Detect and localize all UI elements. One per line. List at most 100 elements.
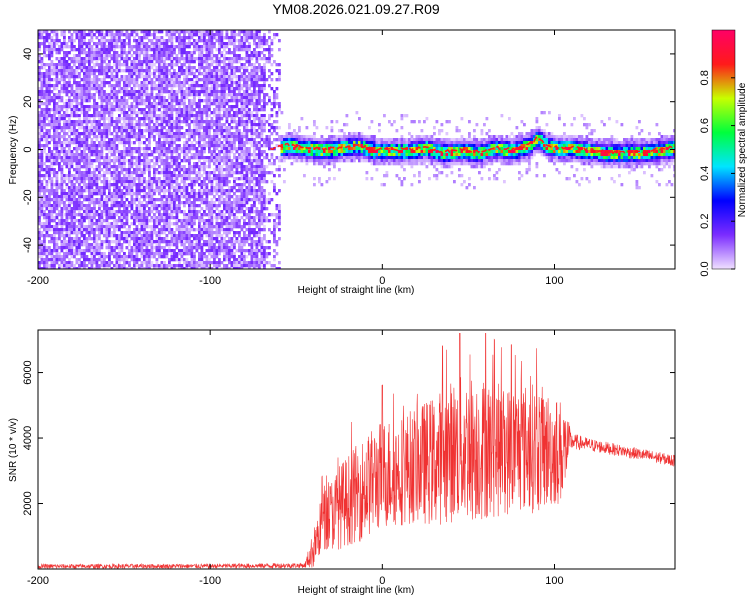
heatmap-cell: [163, 126, 166, 130]
heatmap-cell: [208, 66, 211, 70]
heatmap-cell: [158, 129, 161, 133]
heatmap-cell: [130, 114, 134, 118]
heatmap-cell: [48, 51, 51, 55]
heatmap-cell: [158, 198, 161, 202]
heatmap-cell: [78, 174, 81, 178]
heatmap-cell: [220, 177, 224, 181]
heatmap-cell: [110, 171, 114, 175]
heatmap-cell: [40, 60, 44, 64]
heatmap-cell: [48, 48, 51, 52]
heatmap-cell: [50, 213, 54, 217]
heatmap-cell: [133, 87, 136, 91]
heatmap-cell: [158, 117, 161, 121]
heatmap-cell: [160, 123, 164, 127]
heatmap-cell: [205, 69, 209, 73]
heatmap-cell: [198, 36, 201, 40]
heatmap-cell: [168, 141, 171, 145]
heatmap-cell: [125, 234, 129, 238]
heatmap-cell: [170, 252, 174, 256]
heatmap-cell: [163, 141, 166, 145]
heatmap-cell: [155, 51, 159, 55]
heatmap-cell: [213, 60, 216, 64]
heatmap-cell: [63, 147, 66, 151]
heatmap-cell: [145, 84, 149, 88]
heatmap-cell: [180, 84, 184, 88]
heatmap-cell: [45, 195, 49, 199]
heatmap-cell: [48, 156, 51, 160]
heatmap-cell: [95, 264, 99, 268]
heatmap-cell: [165, 162, 169, 166]
heatmap-cell: [133, 255, 136, 259]
heatmap-cell: [50, 96, 54, 100]
heatmap-cell: [178, 156, 181, 160]
heatmap-cell: [100, 105, 104, 109]
heatmap-cell: [80, 63, 84, 67]
heatmap-cell: [73, 69, 76, 73]
heatmap-cell: [230, 30, 234, 34]
heatmap-cell: [38, 69, 41, 73]
heatmap-cell: [148, 210, 151, 214]
heatmap-cell: [53, 129, 56, 133]
heatmap-cell: [170, 255, 174, 259]
heatmap-cell: [38, 54, 41, 58]
heatmap-cell: [100, 33, 104, 37]
heatmap-cell: [180, 231, 184, 235]
heatmap-cell: [123, 78, 126, 82]
heatmap-cell: [185, 105, 189, 109]
heatmap-cell: [53, 135, 56, 139]
heatmap-cell: [195, 216, 199, 220]
heatmap-cell: [225, 216, 229, 220]
heatmap-cell: [58, 165, 61, 169]
heatmap-cell: [48, 258, 51, 262]
heatmap-cell: [83, 39, 86, 43]
heatmap-cell: [108, 207, 111, 211]
heatmap-cell: [230, 126, 234, 130]
heatmap-cell: [90, 159, 94, 163]
heatmap-cell: [98, 171, 101, 175]
heatmap-cell: [153, 138, 156, 142]
heatmap-cell: [140, 243, 144, 247]
heatmap-cell: [50, 237, 54, 241]
heatmap-cell: [208, 87, 211, 91]
heatmap-cell: [168, 30, 171, 34]
heatmap-cell: [98, 198, 101, 202]
heatmap-cell: [80, 93, 84, 97]
heatmap-cell: [83, 264, 86, 268]
heatmap-cell: [70, 99, 74, 103]
heatmap-cell: [203, 189, 206, 193]
heatmap-cell: [175, 237, 179, 241]
heatmap-cell: [145, 162, 149, 166]
heatmap-cell: [168, 144, 171, 148]
heatmap-cell: [210, 234, 214, 238]
heatmap-cell: [120, 153, 124, 157]
heatmap-cell: [85, 132, 89, 136]
heatmap-cell: [185, 237, 189, 241]
heatmap-cell: [223, 93, 226, 97]
heatmap-cell: [150, 237, 154, 241]
heatmap-cell: [63, 90, 66, 94]
heatmap-cell: [230, 135, 234, 139]
heatmap-cell: [230, 213, 234, 217]
heatmap-cell: [85, 186, 89, 190]
heatmap-cell: [85, 171, 89, 175]
heatmap-cell: [45, 96, 49, 100]
heatmap-cell: [123, 57, 126, 61]
heatmap-cell: [175, 45, 179, 49]
heatmap-cell: [215, 78, 219, 82]
heatmap-cell: [98, 51, 101, 55]
heatmap-cell: [63, 267, 66, 269]
heatmap-cell: [118, 210, 121, 214]
heatmap-cell: [65, 267, 69, 269]
heatmap-cell: [103, 255, 106, 259]
heatmap-cell: [45, 255, 49, 259]
heatmap-cell: [50, 228, 54, 232]
heatmap-cell: [43, 243, 46, 247]
heatmap-cell: [95, 36, 99, 40]
heatmap-cell: [215, 240, 219, 244]
heatmap-cell: [93, 252, 96, 256]
heatmap-cell: [68, 129, 71, 133]
heatmap-cell: [150, 201, 154, 205]
heatmap-cell: [40, 165, 44, 169]
heatmap-cell: [198, 57, 201, 61]
heatmap-cell: [223, 114, 226, 118]
